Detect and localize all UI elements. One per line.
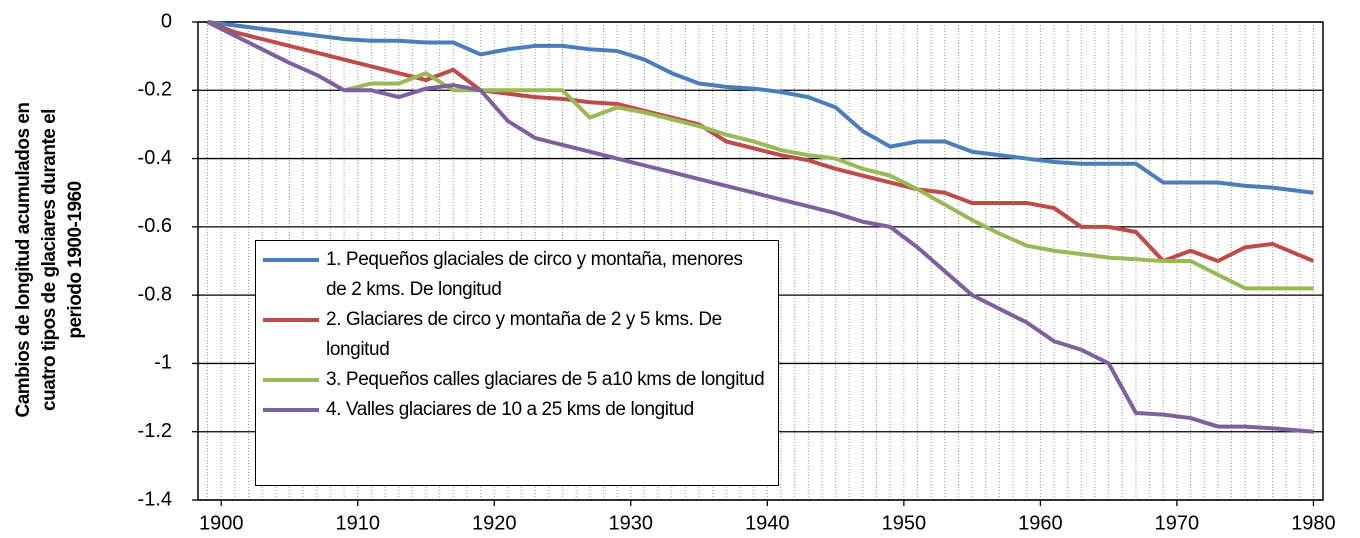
y-tick-label: 0 [161,10,172,32]
x-tick-label: 1980 [1291,512,1336,534]
legend-label: 4. Valles glaciares de 10 a 25 kms de lo… [326,399,694,420]
data-line [206,20,1314,434]
x-tick-label: 1930 [609,512,654,534]
y-tick-label: -1.4 [138,488,172,510]
legend-swatch [263,408,319,412]
y-tick-label: -0.6 [138,215,172,237]
x-tick-label: 1970 [1155,512,1200,534]
plot-border [197,21,1324,501]
y-tick-label: -1.2 [138,420,172,442]
legend-item: 2. Glaciares de circo y montaña de 2 y 5… [256,305,766,365]
x-tick-label: 1920 [472,512,517,534]
x-tick-label: 1940 [745,512,790,534]
legend-item: 1. Pequeños glaciales de circo y montaña… [256,245,766,305]
data-line [206,20,1315,263]
legend-label: 3. Pequeños calles glaciares de 5 a10 km… [326,369,765,390]
y-tick-label: -0.2 [138,79,172,101]
x-tick-label: 1900 [199,512,244,534]
y-tick-label: -1 [154,352,172,374]
x-tick-label: 1960 [1018,512,1063,534]
legend: 1. Pequeños glaciales de circo y montaña… [255,240,779,486]
x-tick-label: 1910 [335,512,380,534]
data-line [207,20,1314,195]
data-line [343,71,1314,291]
legend-item: 3. Pequeños calles glaciares de 5 a10 km… [256,365,766,395]
legend-swatch [263,378,319,382]
legend-item: 4. Valles glaciares de 10 a 25 kms de lo… [256,395,766,425]
legend-swatch [263,258,319,262]
y-axis-label: Cambios de longitud acumulados en cuatro… [13,102,86,418]
legend-label: 2. Glaciares de circo y montaña de 2 y 5… [326,309,722,360]
y-tick-label: -0.8 [138,283,172,305]
legend-label: 1. Pequeños glaciales de circo y montaña… [326,249,743,300]
y-tick-label: -0.4 [138,147,172,169]
legend-swatch [263,318,319,322]
x-tick-label: 1950 [882,512,927,534]
